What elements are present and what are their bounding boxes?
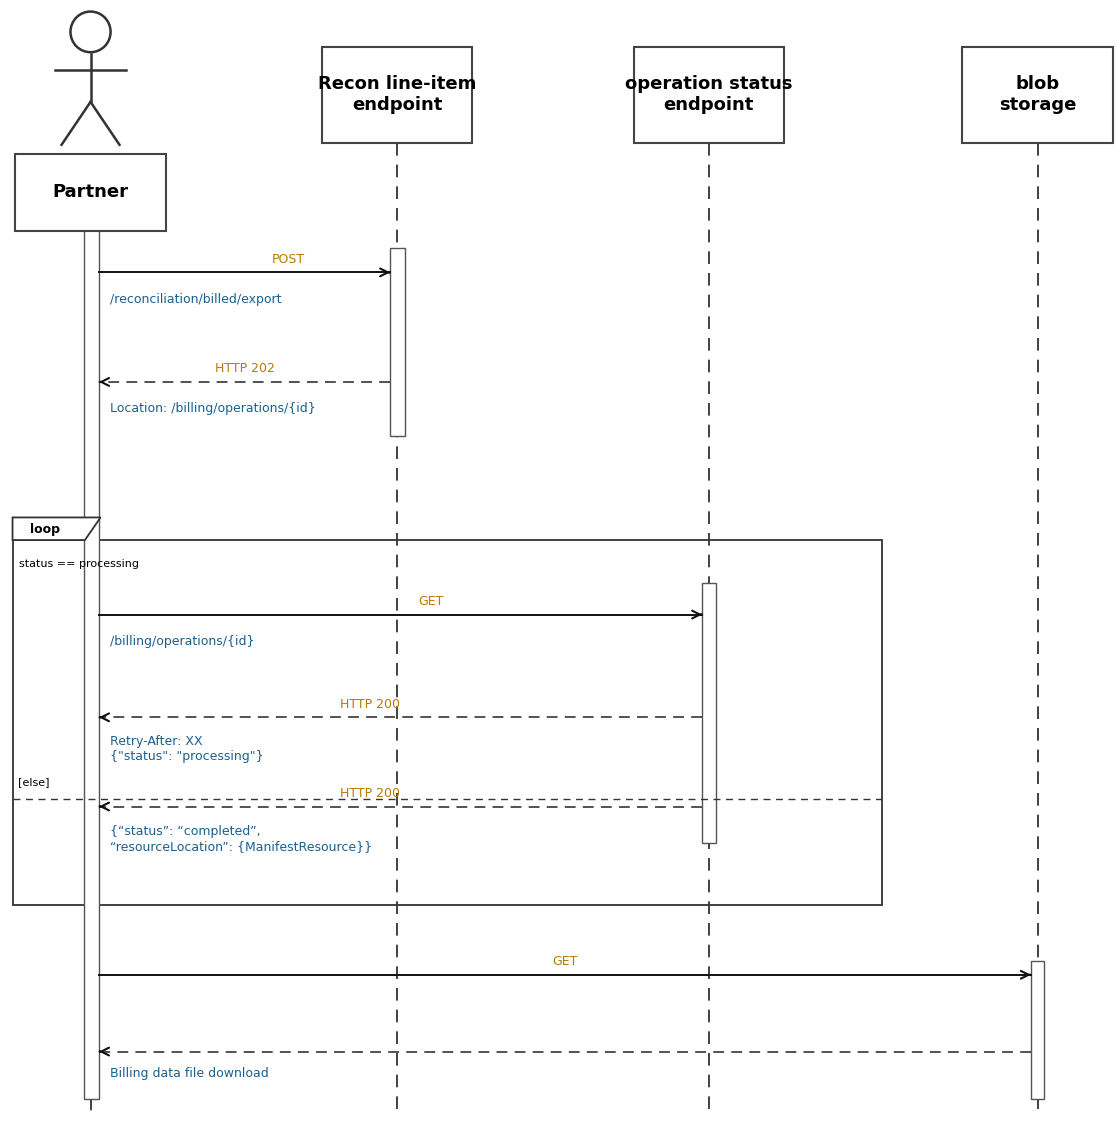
- Text: Retry-After: XX
{"status": "processing"}: Retry-After: XX {"status": "processing"}: [111, 736, 264, 763]
- Circle shape: [70, 11, 111, 52]
- Bar: [963, 46, 1113, 143]
- Bar: [703, 583, 716, 842]
- Text: Recon line-item
endpoint: Recon line-item endpoint: [317, 75, 476, 114]
- Text: Billing data file download: Billing data file download: [111, 1067, 269, 1080]
- Text: {“status”: “completed”,
“resourceLocation”: {ManifestResource}}: {“status”: “completed”, “resourceLocatio…: [111, 824, 372, 852]
- Polygon shape: [12, 517, 101, 540]
- Bar: [390, 248, 404, 436]
- Text: operation status
endpoint: operation status endpoint: [626, 75, 793, 114]
- Bar: [1031, 961, 1044, 1099]
- Text: Location: /billing/operations/{id}: Location: /billing/operations/{id}: [111, 402, 316, 415]
- Bar: [322, 46, 472, 143]
- Text: /billing/operations/{id}: /billing/operations/{id}: [111, 635, 255, 648]
- Text: GET: GET: [418, 594, 443, 608]
- Text: loop: loop: [30, 523, 60, 535]
- Bar: [16, 154, 165, 231]
- Text: HTTP 202: HTTP 202: [214, 362, 275, 375]
- Text: status == processing: status == processing: [19, 559, 140, 568]
- Bar: [12, 540, 881, 904]
- Text: [else]: [else]: [18, 778, 49, 788]
- Text: /reconciliation/billed/export: /reconciliation/billed/export: [111, 293, 281, 306]
- Text: HTTP 200: HTTP 200: [341, 697, 400, 711]
- Text: blob
storage: blob storage: [999, 75, 1077, 114]
- Bar: [85, 221, 99, 1099]
- Bar: [633, 46, 784, 143]
- Text: GET: GET: [552, 955, 577, 968]
- Text: Partner: Partner: [52, 183, 128, 201]
- Text: HTTP 200: HTTP 200: [341, 787, 400, 799]
- Text: POST: POST: [271, 252, 305, 266]
